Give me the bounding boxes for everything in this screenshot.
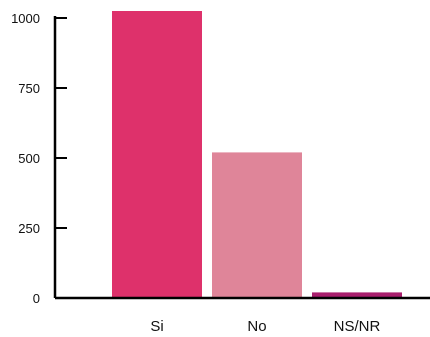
y-tick-label: 250 [18,221,40,236]
y-tick-label: 1000 [11,11,40,26]
bar-si [112,11,202,298]
y-tick-label: 500 [18,151,40,166]
bars [112,11,402,298]
x-tick-label: Si [150,318,163,335]
y-tick-label: 0 [33,291,40,306]
bar-ns-nr [312,292,402,298]
y-tick-label: 750 [18,81,40,96]
x-category-labels: Si No NS/NR [150,318,380,335]
x-tick-label: NS/NR [334,318,381,335]
y-ticks: 0 250 500 750 1000 [11,11,67,306]
bar-no [212,152,302,298]
x-tick-label: No [247,318,266,335]
